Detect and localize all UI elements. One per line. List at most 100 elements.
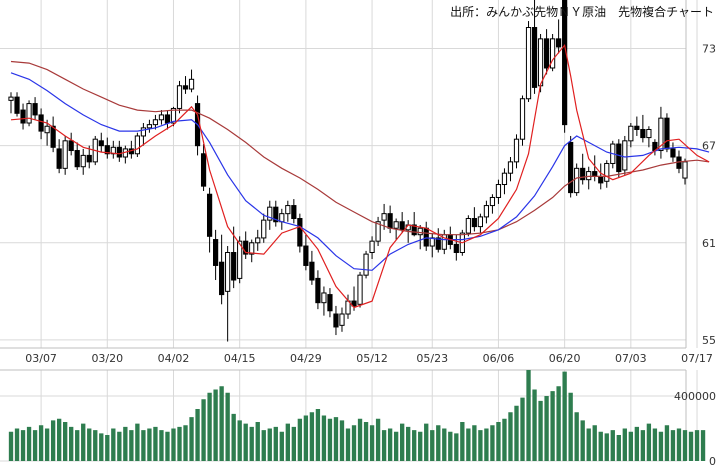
- volume-bar: [412, 430, 417, 461]
- volume-bar: [436, 425, 441, 461]
- date-tick-label: 07/17: [681, 352, 713, 365]
- candle-down: [616, 143, 622, 173]
- volume-bar: [99, 433, 104, 461]
- candle-down: [219, 261, 225, 296]
- candle-up: [417, 227, 423, 236]
- volume-bar: [249, 426, 254, 461]
- candle-down: [556, 38, 562, 48]
- volume-bar: [634, 426, 640, 461]
- candle-up: [628, 125, 634, 142]
- candle-up: [507, 161, 514, 174]
- candle-down: [568, 141, 574, 194]
- candles-layer: [8, 0, 688, 342]
- candle-down: [213, 239, 219, 266]
- candle-up: [176, 85, 183, 109]
- candle-up: [62, 140, 68, 169]
- volume-bar: [309, 412, 315, 461]
- candle-up: [519, 98, 526, 140]
- candle-up: [501, 172, 508, 186]
- volume-bar: [105, 435, 110, 461]
- candle-up: [682, 161, 688, 179]
- date-tick-label: 05/23: [416, 352, 448, 365]
- volume-bar: [345, 428, 351, 461]
- volume-bar: [610, 430, 615, 461]
- volume-bar: [189, 417, 194, 461]
- candle-down: [200, 153, 207, 187]
- volume-bar: [514, 405, 519, 461]
- volume-bar: [147, 428, 152, 461]
- candle-down: [453, 243, 459, 254]
- candle-down: [74, 150, 80, 168]
- volume-bar: [159, 430, 164, 461]
- volume-bar: [562, 371, 567, 461]
- volume-bar: [399, 423, 405, 461]
- date-tick-label: 06/20: [549, 352, 581, 365]
- volume-bar: [207, 392, 212, 461]
- candle-up: [279, 213, 285, 223]
- candle-up: [249, 242, 255, 255]
- volume-bar: [135, 423, 140, 461]
- candle-down: [664, 117, 670, 150]
- volume-bar: [640, 430, 646, 461]
- volume-bar: [87, 428, 92, 461]
- volume-bar: [165, 431, 170, 461]
- candle-up: [646, 128, 652, 139]
- candle-up: [489, 196, 496, 207]
- candle-up: [586, 171, 592, 181]
- volume-bar: [26, 426, 32, 461]
- ma-short-line: [10, 43, 710, 309]
- grid-layer: [0, 0, 698, 462]
- volume-bar: [381, 430, 387, 461]
- candle-down: [411, 224, 417, 236]
- candle-up: [225, 252, 231, 292]
- volume-bar: [496, 422, 501, 461]
- ma-long-line: [10, 60, 710, 236]
- candle-up: [477, 216, 483, 228]
- axis-labels-layer: 73 67 61 55 03/07 03/20 04/02 04/15 04/29 05/12 05…: [25, 43, 716, 467]
- date-tick-label: 03/07: [25, 352, 57, 365]
- volume-bar: [153, 426, 158, 461]
- volume-bar: [279, 431, 284, 461]
- volume-bar: [472, 425, 477, 461]
- volume-bar: [117, 431, 122, 461]
- volume-bar: [81, 423, 86, 461]
- candle-down: [38, 114, 44, 132]
- ma-mid-line: [10, 72, 710, 271]
- volume-bar: [387, 428, 393, 461]
- candle-up: [285, 205, 291, 215]
- candle-down: [309, 261, 315, 281]
- volume-bar: [484, 428, 489, 461]
- volume-bar: [333, 417, 339, 461]
- volume-bar: [32, 430, 38, 461]
- volume-bar: [243, 423, 248, 461]
- candle-up: [369, 240, 375, 254]
- volume-bar: [351, 425, 357, 461]
- volume-bar: [598, 431, 603, 461]
- candle-down: [598, 175, 604, 184]
- date-tick-label: 04/02: [158, 352, 190, 365]
- volume-bar: [69, 426, 74, 461]
- candle-up: [158, 114, 165, 121]
- volume-bar: [700, 430, 706, 461]
- candle-down: [387, 213, 393, 229]
- candle-up: [152, 119, 159, 126]
- volume-bar: [406, 426, 411, 461]
- candle-down: [303, 245, 309, 266]
- price-tick-label: 67: [702, 140, 716, 153]
- date-tick-label: 06/06: [483, 352, 515, 365]
- volume-bar: [14, 428, 20, 461]
- volume-bar: [225, 392, 230, 461]
- volume-bar: [38, 425, 44, 461]
- volume-bar: [50, 420, 56, 461]
- candle-up: [237, 240, 243, 279]
- candle-up: [134, 135, 140, 155]
- candle-down: [32, 103, 38, 116]
- volume-bar: [538, 400, 543, 461]
- date-tick-label: 05/12: [356, 352, 388, 365]
- volume-tick-label: 0: [709, 455, 716, 467]
- candle-up: [140, 127, 147, 137]
- volume-bar: [508, 412, 513, 461]
- volume-bar: [273, 426, 278, 461]
- candle-down: [351, 300, 357, 307]
- candle-down: [531, 27, 538, 88]
